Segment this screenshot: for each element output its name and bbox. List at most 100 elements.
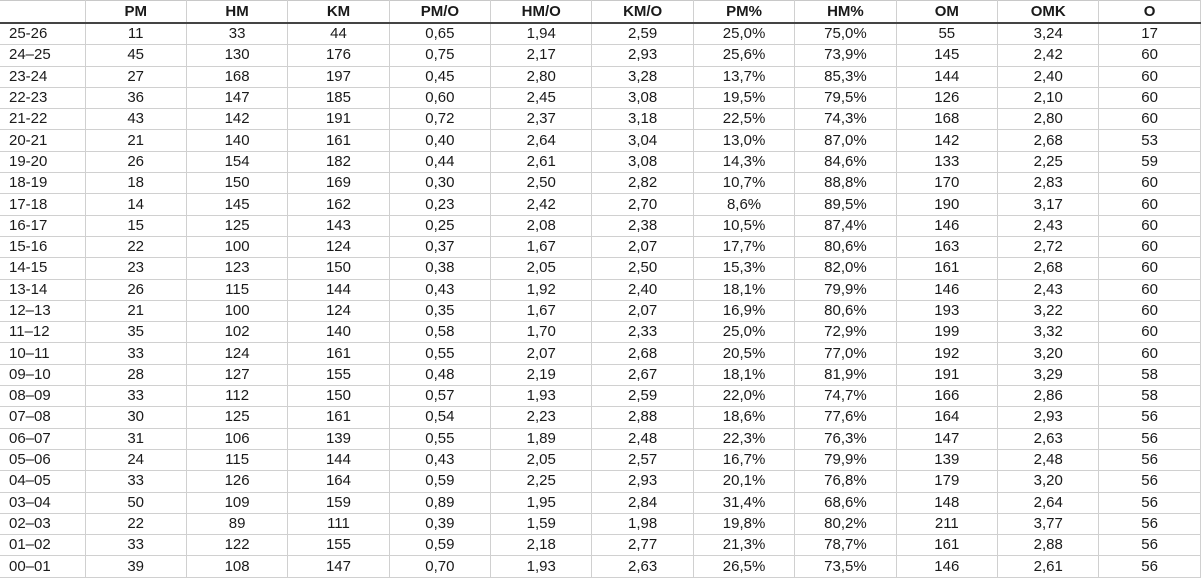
table-cell[interactable]: 56 — [1098, 449, 1201, 472]
table-cell[interactable]: 191 — [896, 364, 999, 387]
table-cell[interactable]: 143 — [287, 215, 390, 237]
table-cell[interactable]: 16,7% — [693, 449, 796, 472]
table-cell[interactable]: 0,37 — [389, 236, 492, 259]
table-cell[interactable]: 0,43 — [389, 279, 492, 301]
table-cell[interactable]: 33 — [85, 470, 187, 493]
table-cell[interactable]: 0,39 — [389, 513, 492, 536]
row-label-cell[interactable]: 25-26 — [0, 23, 86, 46]
table-cell[interactable]: 18,1% — [693, 364, 796, 387]
table-cell[interactable]: 140 — [186, 129, 289, 152]
table-cell[interactable]: 190 — [896, 193, 999, 216]
table-cell[interactable]: 3,08 — [591, 151, 694, 174]
table-cell[interactable]: 0,44 — [389, 151, 492, 174]
row-label-cell[interactable]: 06–07 — [0, 428, 86, 450]
table-cell[interactable]: 2,33 — [591, 321, 694, 344]
table-cell[interactable]: 2,61 — [490, 151, 593, 174]
table-cell[interactable]: 2,40 — [997, 66, 1100, 88]
row-label-cell[interactable]: 15-16 — [0, 236, 86, 259]
table-cell[interactable]: 2,59 — [591, 385, 694, 408]
table-cell[interactable]: 79,9% — [794, 279, 897, 301]
table-cell[interactable]: 133 — [896, 151, 999, 174]
table-cell[interactable]: 169 — [287, 172, 390, 195]
table-cell[interactable]: 179 — [896, 470, 999, 493]
table-cell[interactable]: 60 — [1098, 215, 1201, 237]
table-cell[interactable]: 25,0% — [693, 321, 796, 344]
table-cell[interactable]: 22,0% — [693, 385, 796, 408]
table-cell[interactable]: 2,86 — [997, 385, 1100, 408]
row-label-cell[interactable]: 10–11 — [0, 342, 86, 365]
table-cell[interactable]: 88,8% — [794, 172, 897, 195]
table-cell[interactable]: 2,61 — [997, 555, 1100, 578]
row-label-cell[interactable]: 24–25 — [0, 44, 86, 67]
table-cell[interactable]: 139 — [287, 428, 390, 450]
table-cell[interactable]: 112 — [186, 385, 289, 408]
table-cell[interactable]: 2,07 — [490, 342, 593, 365]
row-label-cell[interactable]: 04–05 — [0, 470, 86, 493]
table-cell[interactable]: 0,59 — [389, 470, 492, 493]
table-cell[interactable]: 2,08 — [490, 215, 593, 237]
table-cell[interactable]: 126 — [186, 470, 289, 493]
table-cell[interactable]: 161 — [896, 257, 999, 280]
table-cell[interactable]: 139 — [896, 449, 999, 472]
table-cell[interactable]: 17,7% — [693, 236, 796, 259]
table-cell[interactable]: 73,9% — [794, 44, 897, 67]
table-cell[interactable]: 155 — [287, 364, 390, 387]
table-cell[interactable]: 164 — [287, 470, 390, 493]
table-cell[interactable]: 35 — [85, 321, 187, 344]
table-cell[interactable]: 68,6% — [794, 492, 897, 514]
table-cell[interactable]: 2,45 — [490, 87, 593, 110]
table-cell[interactable]: 161 — [287, 129, 390, 152]
table-cell[interactable]: 3,22 — [997, 300, 1100, 323]
table-cell[interactable]: 111 — [287, 513, 390, 536]
table-cell[interactable]: 18,1% — [693, 279, 796, 301]
table-cell[interactable]: 0,35 — [389, 300, 492, 323]
table-cell[interactable]: 124 — [287, 236, 390, 259]
table-cell[interactable]: 2,42 — [997, 44, 1100, 67]
table-cell[interactable]: 100 — [186, 300, 289, 323]
column-header[interactable]: OMK — [997, 0, 1100, 24]
table-cell[interactable]: 3,08 — [591, 87, 694, 110]
row-label-cell[interactable]: 19-20 — [0, 151, 86, 174]
row-label-cell[interactable]: 02–03 — [0, 513, 86, 536]
table-cell[interactable]: 2,05 — [490, 449, 593, 472]
table-cell[interactable]: 23 — [85, 257, 187, 280]
table-cell[interactable]: 2,59 — [591, 23, 694, 46]
table-cell[interactable]: 2,25 — [997, 151, 1100, 174]
table-cell[interactable]: 2,68 — [997, 257, 1100, 280]
table-cell[interactable]: 18,6% — [693, 406, 796, 429]
table-cell[interactable]: 2,83 — [997, 172, 1100, 195]
table-cell[interactable]: 130 — [186, 44, 289, 67]
table-cell[interactable]: 2,07 — [591, 236, 694, 259]
table-cell[interactable]: 21,3% — [693, 534, 796, 557]
table-cell[interactable]: 75,0% — [794, 23, 897, 46]
table-cell[interactable]: 185 — [287, 87, 390, 110]
table-cell[interactable]: 56 — [1098, 534, 1201, 557]
table-cell[interactable]: 81,9% — [794, 364, 897, 387]
table-cell[interactable]: 168 — [186, 66, 289, 88]
table-cell[interactable]: 25,0% — [693, 23, 796, 46]
column-header[interactable]: HM/O — [490, 0, 593, 24]
table-cell[interactable]: 2,82 — [591, 172, 694, 195]
table-cell[interactable]: 192 — [896, 342, 999, 365]
table-cell[interactable]: 21 — [85, 300, 187, 323]
table-cell[interactable]: 2,25 — [490, 470, 593, 493]
table-cell[interactable]: 100 — [186, 236, 289, 259]
column-header[interactable]: HM — [186, 0, 289, 24]
table-cell[interactable]: 60 — [1098, 236, 1201, 259]
table-cell[interactable]: 17 — [1098, 23, 1201, 46]
table-cell[interactable]: 13,0% — [693, 129, 796, 152]
table-cell[interactable]: 2,72 — [997, 236, 1100, 259]
table-cell[interactable]: 0,25 — [389, 215, 492, 237]
table-cell[interactable]: 72,9% — [794, 321, 897, 344]
table-cell[interactable]: 199 — [896, 321, 999, 344]
table-cell[interactable]: 22,3% — [693, 428, 796, 450]
table-cell[interactable]: 24 — [85, 449, 187, 472]
table-cell[interactable]: 15 — [85, 215, 187, 237]
row-label-cell[interactable]: 09–10 — [0, 364, 86, 387]
row-label-cell[interactable]: 14-15 — [0, 257, 86, 280]
table-cell[interactable]: 3,18 — [591, 108, 694, 131]
table-cell[interactable]: 159 — [287, 492, 390, 514]
table-cell[interactable]: 162 — [287, 193, 390, 216]
table-cell[interactable]: 10,5% — [693, 215, 796, 237]
table-cell[interactable]: 1,95 — [490, 492, 593, 514]
